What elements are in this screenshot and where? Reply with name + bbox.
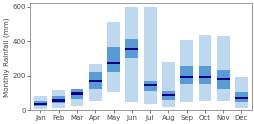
Bar xyxy=(89,64,101,101)
Bar xyxy=(34,101,47,106)
Bar xyxy=(161,94,174,96)
Bar xyxy=(89,72,101,89)
Bar xyxy=(180,76,192,78)
Bar xyxy=(216,70,229,89)
Bar xyxy=(234,97,247,99)
Bar xyxy=(198,35,211,101)
Bar xyxy=(125,39,138,58)
Bar xyxy=(34,96,47,109)
Bar xyxy=(234,77,247,108)
Bar xyxy=(107,22,119,92)
Bar xyxy=(234,92,247,102)
Bar xyxy=(52,90,65,108)
Bar xyxy=(125,7,138,102)
Bar xyxy=(34,103,47,105)
Bar xyxy=(143,81,156,91)
Bar xyxy=(161,91,174,100)
Bar xyxy=(125,48,138,50)
Bar xyxy=(89,80,101,82)
Bar xyxy=(198,66,211,84)
Bar xyxy=(216,36,229,101)
Bar xyxy=(70,89,83,99)
Bar xyxy=(52,99,65,102)
Bar xyxy=(216,78,229,80)
Bar xyxy=(70,89,83,106)
Bar xyxy=(52,96,65,103)
Bar xyxy=(107,47,119,72)
Bar xyxy=(180,66,192,84)
Bar xyxy=(143,84,156,86)
Bar xyxy=(143,7,156,104)
Bar xyxy=(70,93,83,95)
Bar xyxy=(198,76,211,78)
Bar xyxy=(161,62,174,107)
Bar xyxy=(107,62,119,64)
Bar xyxy=(180,40,192,102)
Y-axis label: Monthly Rainfall (mm): Monthly Rainfall (mm) xyxy=(4,17,10,97)
